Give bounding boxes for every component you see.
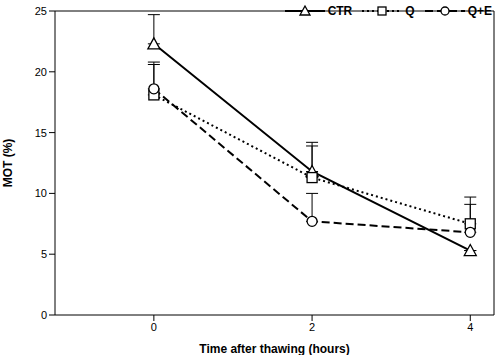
svg-text:15: 15 bbox=[35, 127, 47, 139]
svg-text:0: 0 bbox=[41, 309, 47, 321]
svg-text:10: 10 bbox=[35, 187, 47, 199]
svg-text:MOT (%): MOT (%) bbox=[8, 139, 15, 188]
html-text:CTR: CTR bbox=[327, 4, 353, 18]
svg-text:2: 2 bbox=[309, 321, 315, 333]
svg-text:4: 4 bbox=[467, 321, 473, 333]
svg-text:20: 20 bbox=[35, 66, 47, 78]
html-text:Q: Q bbox=[405, 4, 415, 18]
html-text:Q+E: Q+E bbox=[467, 4, 492, 18]
svg-text:25: 25 bbox=[35, 5, 47, 17]
svg-text:Time after thawing (hours): Time after thawing (hours) bbox=[199, 342, 349, 355]
svg-text:0: 0 bbox=[151, 321, 157, 333]
svg-text:5: 5 bbox=[41, 248, 47, 260]
